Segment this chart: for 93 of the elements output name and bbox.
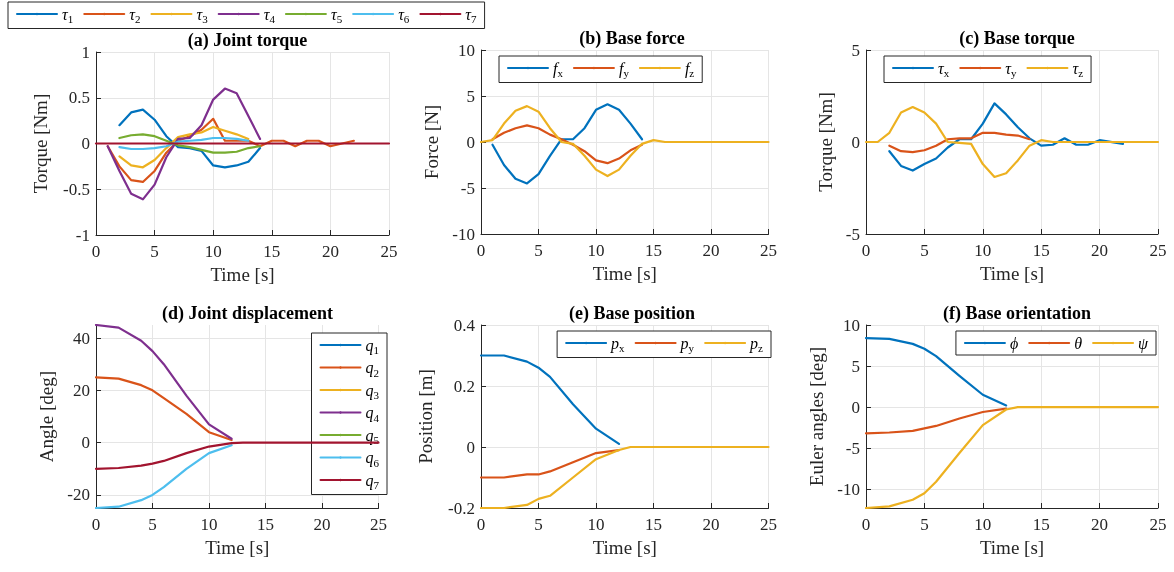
y-tick-label: -5 [845, 224, 860, 244]
x-tick-label: 20 [702, 241, 720, 260]
x-axis-title: Time [s] [210, 264, 275, 285]
x-tick-label: 15 [645, 241, 662, 260]
y-tick-label: 40 [73, 328, 90, 348]
x-tick-label: 5 [148, 515, 157, 534]
x-tick-label: 25 [1149, 241, 1167, 260]
x-axis-title: Time [s] [592, 263, 657, 284]
y-tick-label: 0 [466, 132, 475, 152]
y-tick-label: -5 [845, 438, 860, 458]
y-tick-label: 5 [851, 356, 860, 376]
y-tick-label: 0.4 [453, 315, 476, 335]
y-tick-label: 1 [81, 42, 90, 62]
line-series [864, 105, 1160, 179]
line-series [864, 337, 1008, 407]
y-tick-label: 0 [81, 433, 90, 453]
x-tick-label: 20 [313, 515, 331, 534]
line-series [491, 103, 644, 185]
x-tick-label: 20 [702, 515, 720, 534]
line-series [118, 108, 262, 169]
y-tick-label: 0 [851, 132, 860, 152]
x-tick-label: 10 [204, 242, 222, 261]
chart-title: (d) Joint displacement [162, 303, 334, 324]
x-tick-label: 5 [920, 515, 929, 534]
x-tick-label: 10 [974, 241, 992, 260]
y-tick-label: 0.2 [453, 376, 475, 396]
line-series [888, 131, 1031, 154]
chart-title: (c) Base torque [959, 28, 1075, 49]
y-axis-title: Position [m] [415, 369, 436, 464]
x-tick-label: 25 [370, 515, 387, 534]
x-axis-title: Time [s] [205, 537, 270, 558]
legend-label: ψ [1138, 334, 1150, 353]
x-tick-label: 25 [760, 515, 777, 534]
x-tick-label: 15 [263, 242, 281, 261]
y-tick-label: 10 [458, 40, 475, 60]
y-axis-title: Angle [deg] [36, 370, 58, 463]
y-tick-label: -0.2 [448, 498, 475, 518]
x-axis-title: Time [s] [979, 263, 1045, 284]
line-series [94, 444, 233, 510]
x-tick-label: 25 [1149, 515, 1167, 534]
chart-title: (b) Base force [579, 28, 685, 49]
x-tick-label: 10 [200, 515, 218, 534]
y-tick-label: 0 [81, 134, 90, 153]
y-axis-title: Euler angles [deg] [806, 346, 828, 487]
x-tick-label: 15 [1032, 241, 1050, 260]
x-tick-label: 20 [1091, 515, 1109, 534]
y-tick-label: 0 [851, 397, 860, 417]
y-tick-label: 10 [843, 315, 860, 335]
x-tick-label: 15 [257, 515, 274, 534]
x-tick-label: 5 [534, 241, 543, 260]
x-tick-label: 5 [150, 242, 159, 261]
chart-title: (f) Base orientation [943, 303, 1091, 324]
chart-title: (a) Joint torque [187, 30, 308, 51]
line-series [118, 125, 250, 169]
x-tick-label: 10 [974, 515, 992, 534]
x-tick-label: 15 [645, 515, 662, 534]
x-tick-label: 10 [587, 241, 605, 260]
legend-label: ϕ [1009, 334, 1019, 353]
y-tick-label: 20 [73, 380, 90, 400]
line-series [94, 323, 233, 440]
y-tick-label: -5 [460, 178, 475, 198]
y-tick-label: -20 [67, 485, 90, 505]
y-tick-label: 0 [466, 437, 475, 457]
line-series [479, 354, 621, 446]
y-tick-label: 5 [466, 86, 475, 106]
y-axis-title: Torque [Nm] [814, 92, 836, 192]
y-tick-label: -10 [837, 479, 860, 499]
line-series [118, 136, 250, 151]
y-tick-label: -0.5 [63, 179, 90, 199]
x-tick-label: 10 [587, 515, 605, 534]
y-axis-title: Torque [Nm] [30, 93, 51, 194]
x-tick-label: 5 [920, 241, 929, 260]
legend-label: θ [1074, 334, 1083, 352]
line-series [94, 376, 233, 442]
x-axis-title: Time [s] [979, 537, 1045, 558]
x-tick-label: 25 [380, 242, 398, 261]
line-series [864, 407, 1008, 435]
y-tick-label: 5 [851, 40, 860, 60]
x-tick-label: 15 [1032, 515, 1050, 534]
line-series [479, 105, 770, 178]
x-tick-label: 25 [760, 241, 777, 260]
line-series [888, 102, 1125, 172]
x-tick-label: 5 [534, 515, 543, 534]
x-tick-label: 20 [1091, 241, 1109, 260]
x-axis-title: Time [s] [592, 537, 657, 558]
y-axis-title: Force [N] [421, 104, 443, 180]
y-tick-label: -10 [452, 224, 475, 244]
y-tick-label: 0.5 [68, 88, 90, 108]
line-series [106, 87, 262, 201]
line-series [118, 133, 262, 154]
y-tick-label: -1 [75, 225, 90, 245]
chart-title: (e) Base position [569, 303, 695, 324]
x-tick-label: 20 [321, 242, 339, 261]
